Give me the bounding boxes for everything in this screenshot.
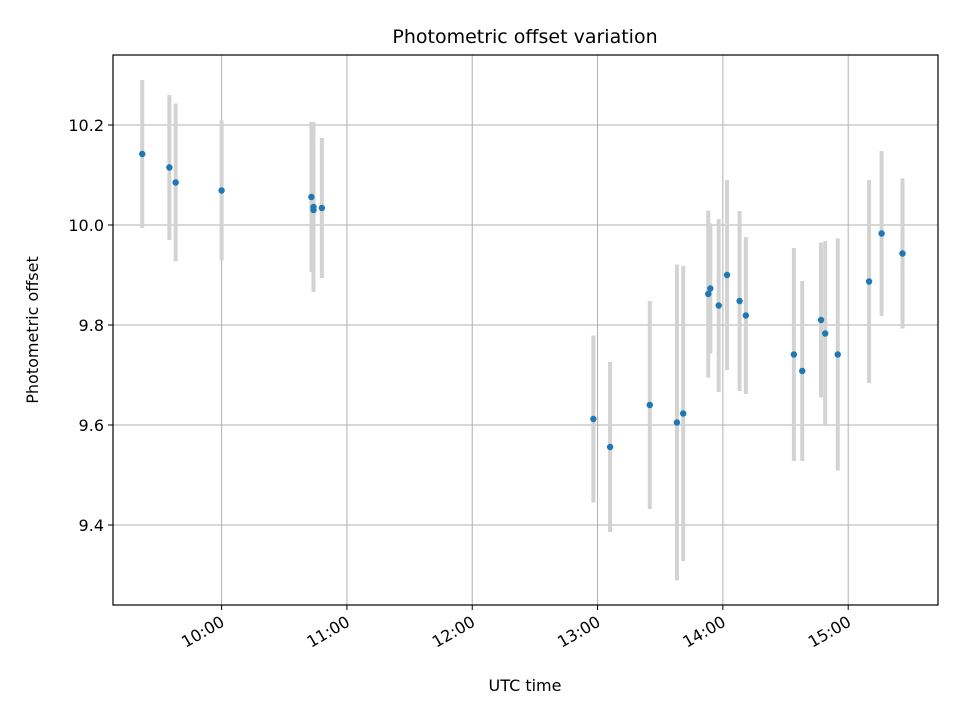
data-point [646, 401, 653, 409]
data-point [673, 419, 681, 426]
y-axis-label: Photometric offset [23, 256, 42, 404]
data-point [742, 312, 750, 319]
data-point [878, 230, 885, 237]
plot-frame [112, 54, 939, 606]
grid [113, 55, 938, 605]
data-point [899, 250, 906, 257]
data-point [166, 164, 173, 171]
data-point [172, 179, 179, 186]
data-point [606, 443, 614, 451]
data-point [705, 290, 712, 298]
chart-title: Photometric offset variation [392, 26, 657, 48]
data-point [865, 278, 873, 285]
data-point [723, 271, 731, 279]
x-axis-label: UTC time [489, 676, 562, 695]
data-point [318, 204, 326, 212]
y-tick-label: 10.2 [68, 116, 104, 135]
data-point [799, 367, 806, 375]
y-tick-label: 9.6 [79, 416, 104, 435]
y-tick-label: 10.0 [68, 216, 104, 235]
data-point [790, 351, 798, 358]
data-points [139, 150, 906, 451]
data-point [308, 193, 315, 201]
data-point [817, 316, 825, 324]
data-point [834, 351, 841, 358]
y-tick-label: 9.8 [79, 316, 104, 335]
y-tick-label: 9.4 [79, 516, 104, 535]
y-axis: 9.4 9.6 9.8 10.0 10.2 [68, 116, 113, 535]
data-point [736, 297, 743, 305]
data-point [679, 410, 687, 417]
data-point [822, 330, 829, 337]
data-point [715, 302, 722, 309]
data-point [590, 415, 597, 423]
data-point [218, 187, 225, 194]
data-point [139, 150, 146, 158]
data-point [310, 206, 317, 214]
data-point [707, 285, 714, 292]
